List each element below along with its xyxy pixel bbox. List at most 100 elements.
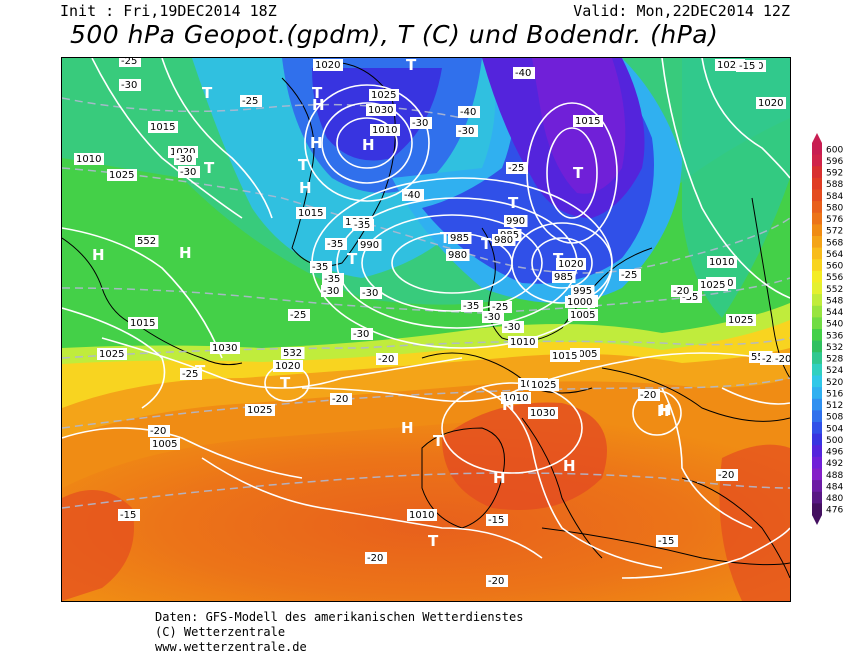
legend-label: 528 <box>826 355 843 365</box>
legend-swatch <box>812 305 822 318</box>
pressure-label: 1025 <box>698 279 728 291</box>
high-pressure-marker: H <box>563 457 576 475</box>
pressure-label: 1010 <box>74 153 104 165</box>
svg-text:-30: -30 <box>180 167 196 178</box>
credits-data-source: Daten: GFS-Modell des amerikanischen Wet… <box>155 610 524 624</box>
svg-text:1020: 1020 <box>558 259 583 270</box>
svg-text:-20: -20 <box>367 553 383 564</box>
temperature-label: -25 <box>180 368 202 380</box>
svg-text:-25: -25 <box>492 302 508 313</box>
pressure-label: 1020 <box>756 97 786 109</box>
temperature-label: -30 <box>502 321 524 333</box>
temperature-label: -20 <box>671 285 693 297</box>
legend-label: 480 <box>826 494 843 504</box>
legend-label: 484 <box>826 482 843 492</box>
svg-text:552: 552 <box>137 236 156 247</box>
temperature-label: -35 <box>461 300 483 312</box>
pressure-label: 985 <box>552 271 576 283</box>
high-pressure-marker: H <box>299 179 312 197</box>
pressure-label: 1010 <box>407 509 437 521</box>
svg-text:1005: 1005 <box>572 349 597 360</box>
legend-swatch <box>812 422 822 435</box>
pressure-label: 1025 <box>245 404 275 416</box>
low-pressure-marker: T <box>347 250 358 268</box>
low-pressure-marker: T <box>204 159 215 177</box>
svg-text:1010: 1010 <box>409 510 434 521</box>
svg-text:980: 980 <box>448 250 467 261</box>
pressure-label: 995 <box>571 285 595 297</box>
init-time: Init : Fri,19DEC2014 18Z <box>60 2 277 20</box>
credits-website[interactable]: www.wetterzentrale.de <box>155 640 307 654</box>
temperature-label: -25 <box>288 309 310 321</box>
svg-text:990: 990 <box>360 240 379 251</box>
low-pressure-marker: T <box>433 432 444 450</box>
legend-label: 564 <box>826 250 843 260</box>
pressure-label: 1005 <box>568 309 598 321</box>
svg-text:-30: -30 <box>484 312 500 323</box>
legend-label: 496 <box>826 448 843 458</box>
svg-text:-20: -20 <box>640 390 656 401</box>
pressure-label: 1020 <box>313 59 343 71</box>
svg-text:-30: -30 <box>121 80 137 91</box>
high-pressure-marker: H <box>92 246 105 264</box>
pressure-label: 1010 <box>508 336 538 348</box>
svg-text:1010: 1010 <box>503 393 528 404</box>
legend-label: 520 <box>826 378 843 388</box>
legend-label: 492 <box>826 459 843 469</box>
svg-text:1015: 1015 <box>298 208 323 219</box>
legend-swatch <box>812 433 822 446</box>
temperature-label: -30 <box>174 153 196 165</box>
temperature-label: -30 <box>351 328 373 340</box>
svg-text:-25: -25 <box>182 369 198 380</box>
chart-title: 500 hPa Geopot.(gpdm), T (C) und Bodendr… <box>70 20 719 49</box>
svg-text:1015: 1015 <box>552 351 577 362</box>
svg-text:-25: -25 <box>621 270 637 281</box>
pressure-label: 1025 <box>369 89 399 101</box>
svg-text:985: 985 <box>450 233 469 244</box>
legend-label: 572 <box>826 227 843 237</box>
temperature-label: -20 <box>148 425 170 437</box>
pressure-label: 1015 <box>296 207 326 219</box>
svg-text:-25: -25 <box>762 354 778 365</box>
valid-time: Valid: Mon,22DEC2014 12Z <box>573 2 790 20</box>
legend-label: 596 <box>826 157 843 167</box>
legend-swatch <box>812 236 822 249</box>
pressure-label: 1010 <box>370 124 400 136</box>
legend-label: 584 <box>826 192 843 202</box>
temperature-label: -15 <box>118 509 140 521</box>
legend-swatch <box>812 212 822 225</box>
low-pressure-marker: T <box>553 250 564 268</box>
legend-swatch <box>812 270 822 283</box>
legend-swatch <box>812 143 822 156</box>
svg-text:-35: -35 <box>354 220 370 231</box>
temperature-label: -30 <box>178 166 200 178</box>
legend-swatch <box>812 177 822 190</box>
low-pressure-marker: T <box>573 164 584 182</box>
svg-text:-30: -30 <box>323 286 339 297</box>
legend-swatch <box>812 480 822 493</box>
temperature-label: -35 <box>310 261 332 273</box>
svg-text:1010: 1010 <box>510 337 535 348</box>
legend-label: 560 <box>826 262 843 272</box>
temperature-label: -25 <box>240 95 262 107</box>
svg-text:-15: -15 <box>739 61 755 72</box>
svg-text:-40: -40 <box>404 190 420 201</box>
legend-label: 536 <box>826 331 843 341</box>
svg-text:-35: -35 <box>682 292 698 303</box>
temperature-label: -20 <box>486 575 508 587</box>
legend-swatch <box>812 282 822 295</box>
temperature-label: -20 <box>376 353 398 365</box>
svg-text:-40: -40 <box>460 107 476 118</box>
legend-swatch <box>812 363 822 376</box>
low-pressure-marker: T <box>440 229 451 247</box>
svg-text:-35: -35 <box>463 301 479 312</box>
svg-text:1015: 1015 <box>575 116 600 127</box>
legend-swatch <box>812 445 822 458</box>
temperature-label: -30 <box>410 117 432 129</box>
svg-text:1025: 1025 <box>531 380 556 391</box>
svg-text:-20: -20 <box>673 286 689 297</box>
svg-text:985: 985 <box>554 272 573 283</box>
high-pressure-marker: H <box>493 469 506 487</box>
temperature-label: -20 <box>365 552 387 564</box>
pressure-label: 1015 <box>573 115 603 127</box>
